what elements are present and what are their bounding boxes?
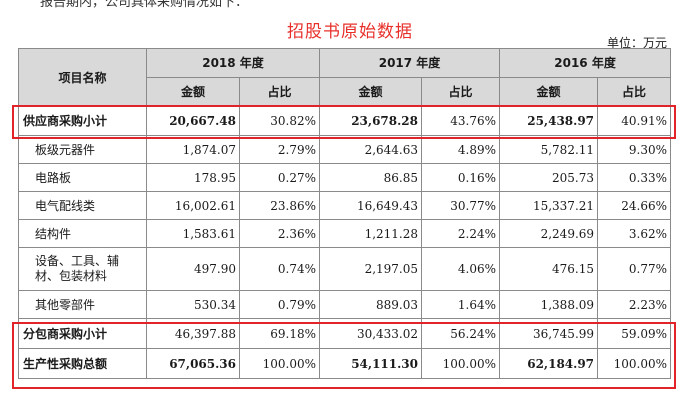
cell-ratio: 43.76%: [421, 105, 501, 136]
cell-ratio: 0.16%: [421, 163, 501, 192]
cell-ratio: 0.33%: [597, 163, 672, 192]
cell-amount: 1,874.07: [146, 135, 240, 164]
cell-amount: 30,433.02: [319, 318, 423, 349]
cell-amount: 476.15: [499, 247, 599, 291]
cell-amount: 530.34: [146, 290, 240, 319]
cell-amount: 205.73: [499, 163, 599, 192]
header-ratio: 占比: [597, 76, 672, 106]
cell-amount: 889.03: [319, 290, 423, 319]
cell-ratio: 69.18%: [238, 318, 321, 349]
table-row: 结构件 1,583.61 2.36% 1,211.28 2.24% 2,249.…: [18, 219, 672, 248]
cell-ratio: 100.00%: [421, 348, 501, 379]
cell-amount: 36,745.99: [499, 318, 599, 349]
header-item-name: 项目名称: [18, 48, 147, 106]
header-ratio: 占比: [238, 76, 321, 106]
cell-amount: 16,002.61: [146, 191, 240, 220]
row-label: 供应商采购小计: [18, 105, 147, 136]
cell-amount: 2,249.69: [499, 219, 599, 248]
cell-ratio: 0.27%: [238, 163, 321, 192]
cell-amount: 23,678.28: [319, 105, 423, 136]
cell-amount: 54,111.30: [319, 348, 423, 379]
header-amount: 金额: [146, 76, 240, 106]
cell-amount: 1,211.28: [319, 219, 423, 248]
row-label: 结构件: [18, 219, 147, 248]
cell-ratio: 40.91%: [597, 105, 672, 136]
table-row: 分包商采购小计 46,397.88 69.18% 30,433.02 56.24…: [18, 318, 672, 349]
cell-amount: 20,667.48: [146, 105, 240, 136]
cell-ratio: 100.00%: [238, 348, 321, 379]
cell-ratio: 9.30%: [597, 135, 672, 164]
cell-ratio: 30.82%: [238, 105, 321, 136]
cell-ratio: 4.06%: [421, 247, 501, 291]
cell-ratio: 24.66%: [597, 191, 672, 220]
cell-ratio: 3.62%: [597, 219, 672, 248]
row-label: 其他零部件: [18, 290, 147, 319]
row-label: 电气配线类: [18, 191, 147, 220]
cell-amount: 5,782.11: [499, 135, 599, 164]
table-row: 电路板 178.95 0.27% 86.85 0.16% 205.73 0.33…: [18, 163, 672, 192]
cell-ratio: 23.86%: [238, 191, 321, 220]
cell-amount: 497.90: [146, 247, 240, 291]
table-row: 设备、工具、辅材、包装材料 497.90 0.74% 2,197.05 4.06…: [18, 247, 672, 291]
header-year-2018: 2018 年度: [145, 48, 321, 78]
cell-ratio: 2.79%: [238, 135, 321, 164]
row-label: 板级元器件: [18, 135, 147, 164]
cell-ratio: 2.23%: [597, 290, 672, 319]
cell-amount: 2,644.63: [319, 135, 423, 164]
table-row: 供应商采购小计 20,667.48 30.82% 23,678.28 43.76…: [18, 105, 672, 136]
cell-ratio: 1.64%: [421, 290, 501, 319]
cell-amount: 15,337.21: [499, 191, 599, 220]
cell-ratio: 4.89%: [421, 135, 501, 164]
cell-ratio: 0.79%: [238, 290, 321, 319]
header-year-2017: 2017 年度: [319, 48, 501, 78]
cell-amount: 25,438.97: [499, 105, 599, 136]
row-label: 设备、工具、辅材、包装材料: [18, 247, 147, 291]
header-amount: 金额: [499, 76, 599, 106]
table-row: 电气配线类 16,002.61 23.86% 16,649.43 30.77% …: [18, 191, 672, 220]
cell-ratio: 56.24%: [421, 318, 501, 349]
intro-text-cut: 报告期内，公司具体采购情况如下：: [40, 0, 249, 10]
cell-amount: 67,065.36: [146, 348, 240, 379]
table-row: 生产性采购总额 67,065.36 100.00% 54,111.30 100.…: [18, 348, 672, 379]
cell-ratio: 59.09%: [597, 318, 672, 349]
cell-amount: 1,388.09: [499, 290, 599, 319]
cell-amount: 46,397.88: [146, 318, 240, 349]
unit-label: 单位：万元: [606, 36, 667, 50]
header-ratio: 占比: [421, 76, 501, 106]
cell-ratio: 2.36%: [238, 219, 321, 248]
cell-amount: 178.95: [146, 163, 240, 192]
cell-amount: 16,649.43: [319, 191, 423, 220]
cell-amount: 86.85: [319, 163, 423, 192]
table-row: 板级元器件 1,874.07 2.79% 2,644.63 4.89% 5,78…: [18, 135, 672, 164]
page-title: 招股书原始数据: [287, 22, 413, 42]
header-year-2016: 2016 年度: [499, 48, 672, 78]
cell-amount: 1,583.61: [146, 219, 240, 248]
cell-ratio: 0.77%: [597, 247, 672, 291]
table-row: 其他零部件 530.34 0.79% 889.03 1.64% 1,388.09…: [18, 290, 672, 319]
cell-ratio: 0.74%: [238, 247, 321, 291]
row-label: 分包商采购小计: [18, 318, 147, 349]
cell-amount: 62,184.97: [499, 348, 599, 379]
cell-amount: 2,197.05: [319, 247, 423, 291]
cell-ratio: 30.77%: [421, 191, 501, 220]
header-amount: 金额: [319, 76, 423, 106]
procurement-table: 项目名称 2018 年度 2017 年度 2016 年度 金额 占比 金额 占比…: [18, 48, 672, 379]
cell-ratio: 2.24%: [421, 219, 501, 248]
row-label: 生产性采购总额: [18, 348, 147, 379]
cell-ratio: 100.00%: [597, 348, 672, 379]
row-label: 电路板: [18, 163, 147, 192]
